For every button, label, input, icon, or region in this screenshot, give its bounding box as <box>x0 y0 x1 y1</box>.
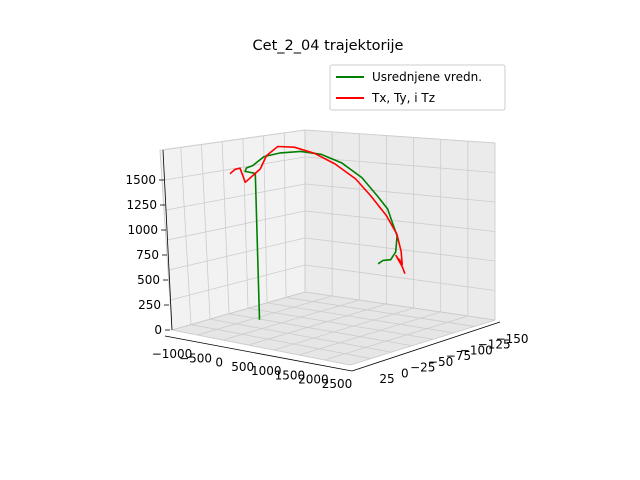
grid-line <box>263 135 268 303</box>
grid-line <box>304 156 496 173</box>
z-tick-label: 1500 <box>125 173 156 187</box>
y-tick-label: −150 <box>496 332 529 346</box>
grid-line <box>170 264 306 301</box>
grid-line <box>304 210 496 232</box>
grid-line <box>324 315 468 361</box>
x-tick-label: 1000 <box>251 364 282 378</box>
grid-line <box>168 237 306 271</box>
grid-line <box>248 303 387 346</box>
chart-title: Cet_2_04 trajektorije <box>253 38 404 54</box>
x-tick-label: 2000 <box>298 373 329 387</box>
legend-label-0: Usrednjene vredn. <box>372 70 482 84</box>
grid-line <box>165 183 306 211</box>
z-tick-label: 1250 <box>126 198 157 212</box>
y-tick-label: −25 <box>410 361 435 375</box>
grid-line <box>242 138 249 309</box>
legend: Usrednjene vredn. Tx, Ty, i Tz <box>329 64 506 111</box>
y-tick-label: −100 <box>460 343 493 357</box>
grid-line <box>209 318 392 353</box>
x-tick-label: −1000 <box>152 347 193 361</box>
grid-line <box>171 329 351 366</box>
x-tick-label: −500 <box>179 351 212 365</box>
y-tick-label: −75 <box>446 349 471 363</box>
grid-line <box>190 324 371 359</box>
grid-line <box>201 144 211 320</box>
grid-line <box>266 302 454 334</box>
z-axis: 0 250 500 750 1000 1250 1500 <box>125 149 173 337</box>
grid-line <box>180 147 192 325</box>
z-tick-label: 0 <box>154 323 162 337</box>
x-tick-label: 2500 <box>322 377 353 391</box>
series-line-0 <box>244 150 398 320</box>
z-tick-label: 750 <box>136 248 159 262</box>
grid-line <box>283 132 287 298</box>
series-layer <box>229 145 406 320</box>
x-tick-label: 0 <box>215 356 223 370</box>
y-axis-line <box>351 321 501 372</box>
grid-line <box>304 291 496 321</box>
grid-line <box>222 299 360 341</box>
z-tick-label: 250 <box>138 298 161 312</box>
grid-line <box>349 319 496 366</box>
grid-lines <box>159 129 496 366</box>
grid-line <box>247 307 433 340</box>
y-tick-label: −50 <box>428 355 453 369</box>
x-tick-label: 500 <box>231 360 254 374</box>
grid-line <box>167 210 306 241</box>
y-tick-label: 0 <box>401 366 409 380</box>
legend-box <box>329 64 506 111</box>
y-axis: 25 0 −25−50−75−100−125−150 <box>351 321 529 386</box>
grid-line <box>304 183 496 203</box>
series-line-1 <box>229 145 406 274</box>
z-tick-label: 1000 <box>127 223 158 237</box>
right-pane <box>304 129 496 321</box>
x-axis-line <box>164 335 353 372</box>
z-axis-line <box>162 149 173 331</box>
grid-line <box>299 311 441 356</box>
x-tick-label: 1500 <box>275 368 306 382</box>
grid-line <box>197 295 333 336</box>
y-tick-label: −125 <box>478 338 511 352</box>
grid-line <box>162 129 306 151</box>
grid-line <box>304 129 496 144</box>
grid-line <box>304 264 496 291</box>
grid-line <box>285 297 475 327</box>
legend-label-1: Tx, Ty, i Tz <box>371 91 435 105</box>
grid-line <box>164 156 306 181</box>
z-tick-label: 500 <box>137 273 160 287</box>
grid-line <box>273 307 414 351</box>
y-tick-label: 25 <box>379 372 394 386</box>
grid-line <box>221 141 230 314</box>
grid-line <box>171 291 306 331</box>
